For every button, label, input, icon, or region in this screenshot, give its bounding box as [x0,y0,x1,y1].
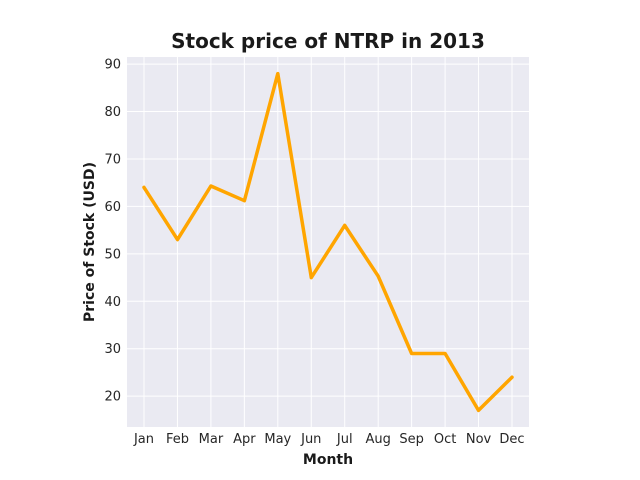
y-axis-label: Price of Stock (USD) [82,162,98,322]
x-tick-label: Nov [466,432,492,447]
plot-area [127,57,529,427]
x-tick-label: Apr [233,432,256,447]
x-tick-label: Mar [199,432,224,447]
y-tick-label: 60 [104,200,121,215]
data-point [143,186,146,189]
data-point [310,276,313,279]
data-point [209,185,212,188]
y-tick-label: 90 [104,58,121,73]
data-point [410,352,413,355]
data-point [276,72,279,75]
y-tick-label: 80 [104,105,121,120]
y-tick-label: 50 [104,247,121,262]
x-tick-label: Dec [499,432,524,447]
x-tick-label: Feb [166,432,189,447]
data-point [243,199,246,202]
data-point [477,409,480,412]
data-point [343,224,346,227]
data-point [176,238,179,241]
y-tick-label: 30 [104,342,121,357]
x-tick-label: Jan [133,432,154,447]
y-tick-label: 40 [104,295,121,310]
x-tick-label: Oct [434,432,456,447]
x-tick-label: Jun [300,432,321,447]
x-tick-label: Aug [365,432,390,447]
x-tick-label: Jul [336,432,353,447]
data-point [377,275,380,278]
data-point [511,376,514,379]
data-point [444,352,447,355]
x-tick-label: Sep [399,432,424,447]
y-tick-label: 20 [104,390,121,405]
x-axis-label: Month [303,452,353,468]
x-tick-label: May [264,432,291,447]
y-tick-label: 70 [104,152,121,167]
chart-title: Stock price of NTRP in 2013 [171,29,485,53]
